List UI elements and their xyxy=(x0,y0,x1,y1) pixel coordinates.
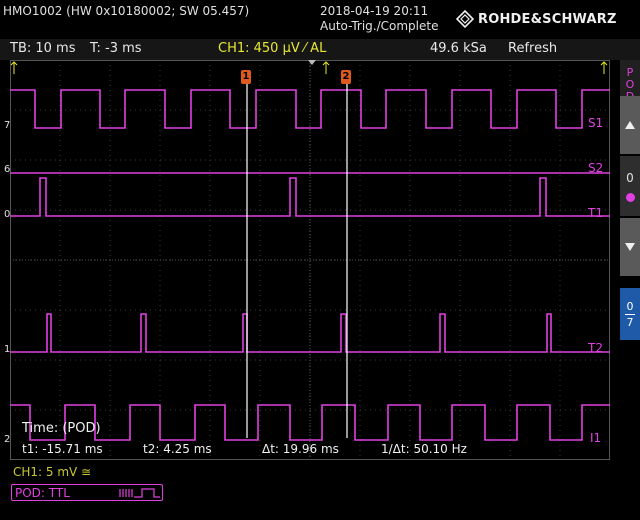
pod-logic-box[interactable]: POD: TTL xyxy=(11,484,163,501)
trace-label-s2: S2 xyxy=(588,161,604,175)
bus-active-dot-icon xyxy=(625,192,635,202)
cursor-t1-readout: t1: -15.71 ms xyxy=(22,442,103,456)
brand-name: ROHDE&SCHWARZ xyxy=(478,11,617,27)
digital-traces xyxy=(10,89,610,441)
level-marker-s2: 6 xyxy=(4,164,11,175)
graticule xyxy=(10,60,610,460)
cursor-delta-readout: Δt: 19.96 ms xyxy=(262,442,339,456)
timebase[interactable]: TB: 10 ms xyxy=(10,41,76,56)
trace-s1 xyxy=(10,89,610,129)
trigger-position-icon xyxy=(308,60,316,65)
cursor-frequency-readout: 1/Δt: 50.10 Hz xyxy=(381,442,467,456)
datetime: 2018-04-19 20:11 xyxy=(320,4,429,18)
brand-logo: ROHDE&SCHWARZ xyxy=(456,10,617,28)
pod-range-bottom: 7 xyxy=(626,315,634,329)
trace-label-s1: S1 xyxy=(588,116,604,130)
trace-i1 xyxy=(10,404,610,441)
waveform-display[interactable] xyxy=(10,60,610,460)
level-marker-t2: 1 xyxy=(4,344,11,355)
trigger-status: Auto-Trig./Complete xyxy=(320,19,439,33)
device-info: HMO1002 (HW 0x10180002; SW 05.457) xyxy=(3,4,250,18)
cursor-lines[interactable] xyxy=(10,60,608,438)
level-marker-i1: 2 xyxy=(4,434,11,445)
rs-diamond-icon xyxy=(456,10,474,28)
ch1-scale[interactable]: CH1: 5 mV ≅ xyxy=(13,465,92,479)
pod-bus-icon xyxy=(119,488,160,498)
pod-logic-level: POD: TTL xyxy=(15,486,70,500)
trace-label-i1: I1 xyxy=(590,431,602,445)
right-marker-icon xyxy=(600,61,608,74)
sample-rate: 49.6 kSa xyxy=(430,41,487,56)
status-bar: TB: 10 ms T: -3 ms CH1: 450 µV ⁄ AL 49.6… xyxy=(0,39,640,60)
acquisition-mode[interactable]: Refresh xyxy=(508,41,558,56)
right-side-panel: POD 0 0 7 xyxy=(620,60,640,460)
triangle-up-icon xyxy=(625,121,635,129)
scroll-down-button[interactable] xyxy=(620,218,640,276)
trace-label-t2: T2 xyxy=(588,341,603,355)
cursor-mode-label: Time: (POD) xyxy=(22,421,101,436)
scroll-up-button[interactable] xyxy=(620,96,640,154)
range-divider xyxy=(625,313,635,315)
bus-number: 0 xyxy=(626,170,634,185)
pod-range-top: 0 xyxy=(626,299,634,313)
trace-t1 xyxy=(10,177,610,217)
cursor-2-marker[interactable]: 2 xyxy=(341,70,351,84)
left-marker-icon xyxy=(10,61,18,74)
cursor-2-label: 2 xyxy=(342,71,350,82)
triangle-down-icon xyxy=(625,243,635,251)
trace-label-t1: T1 xyxy=(588,206,603,220)
level-marker-t1: 0 xyxy=(4,209,11,220)
level-marker-s1: 7 xyxy=(4,120,11,131)
trigger-marker-icon xyxy=(322,61,330,74)
trace-t2 xyxy=(10,313,610,353)
cursor-1-label: 1 xyxy=(242,71,250,82)
cursor-t2-readout: t2: 4.25 ms xyxy=(143,442,212,456)
bus-select-button[interactable]: 0 xyxy=(620,156,640,216)
title-bar: HMO1002 (HW 0x10180002; SW 05.457) 2018-… xyxy=(0,0,640,38)
trigger-time[interactable]: T: -3 ms xyxy=(90,41,142,56)
ch1-trigger-setting[interactable]: CH1: 450 µV ⁄ AL xyxy=(218,41,327,56)
cursor-1-marker[interactable]: 1 xyxy=(241,70,251,84)
pod-range-button[interactable]: 0 7 xyxy=(620,288,640,340)
